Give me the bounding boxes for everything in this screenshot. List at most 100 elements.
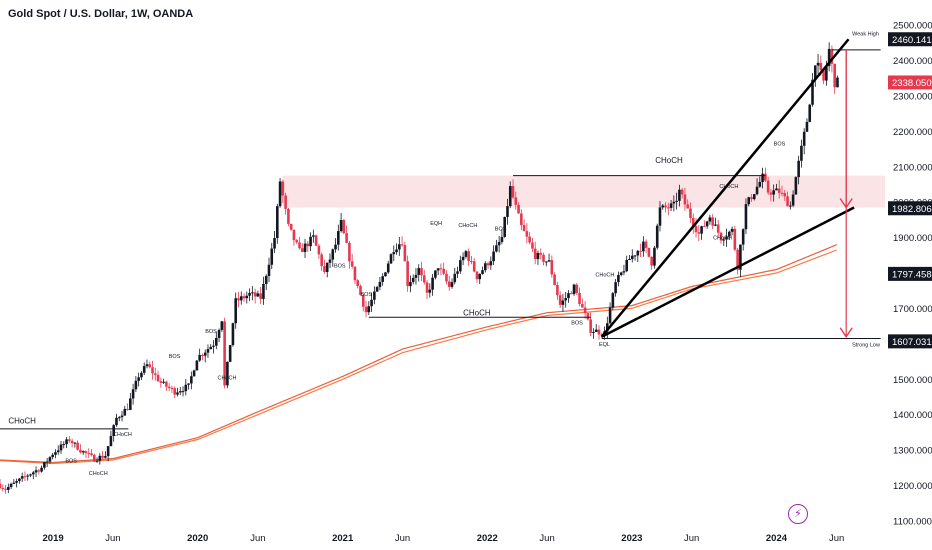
candle-body [59, 444, 63, 451]
candle-body [747, 197, 751, 205]
candle-body [178, 391, 182, 393]
target-arrowhead-1 [839, 327, 853, 339]
candle-body [214, 337, 218, 346]
candle-body [284, 195, 287, 209]
candle-body [470, 260, 473, 262]
candle-body [267, 264, 271, 276]
candle-body [92, 454, 96, 462]
candle-body [37, 470, 41, 472]
candle-body [800, 145, 803, 161]
candle-body [733, 228, 737, 250]
annotation-label: CHoCH [217, 375, 236, 381]
candle-body [791, 194, 795, 206]
candle-body [337, 231, 340, 245]
candle-body [495, 245, 498, 252]
annotation-label: BOS [205, 329, 217, 335]
candle-body [525, 231, 529, 237]
candle-body [694, 226, 698, 233]
candle-body [348, 242, 351, 262]
candle-body [728, 231, 731, 237]
candle-body [123, 408, 127, 416]
candle-body [833, 63, 836, 88]
candle-body [320, 254, 323, 267]
candle-body [478, 273, 482, 280]
candle-body [273, 238, 276, 249]
candle-body [558, 295, 562, 305]
candle-body [176, 392, 179, 395]
candle-body [758, 181, 762, 187]
candle-body [342, 220, 346, 234]
candle-body [772, 190, 775, 195]
candle-body [373, 291, 376, 300]
candle-body [630, 255, 634, 260]
candle-body [539, 252, 543, 255]
candle-body [639, 250, 642, 252]
candle-body [714, 224, 717, 226]
candle-body [137, 377, 140, 381]
price-label-text: 2338.050 [892, 78, 932, 89]
candle-body [642, 241, 645, 252]
candle-body [400, 244, 404, 246]
x-tick-label: 2021 [332, 533, 354, 544]
candle-body [467, 251, 470, 261]
candle-body [506, 206, 509, 217]
candle-body [187, 383, 190, 385]
candle-body [752, 194, 756, 200]
candle-body [31, 472, 35, 475]
candle-body [675, 200, 678, 202]
candle-body [148, 364, 152, 368]
annotation-label: EQH [430, 221, 442, 227]
candle-body [203, 352, 207, 356]
candle-body [398, 244, 401, 250]
candle-body [617, 274, 620, 283]
y-tick-label: 1500.000 [893, 375, 932, 386]
candle-body [589, 319, 592, 333]
candle-body [48, 457, 52, 462]
candle-body [561, 300, 565, 305]
candle-body [392, 252, 396, 255]
candle-body [755, 186, 759, 195]
y-tick-label: 1200.000 [893, 481, 932, 492]
candle-body [764, 173, 767, 181]
candle-body [425, 282, 429, 293]
candle-body [750, 197, 753, 200]
candle-body [830, 48, 834, 64]
annotation-label: CHoCH [463, 309, 491, 318]
candle-body [184, 384, 188, 392]
annotation-label: CHoCH [595, 273, 614, 279]
candle-body [608, 307, 612, 324]
y-tick-label: 1900.000 [893, 233, 932, 244]
candle-body [309, 236, 312, 247]
candle-body [483, 263, 487, 271]
annotation-label: BOS [774, 142, 786, 148]
candle-body [339, 220, 343, 232]
candle-body [442, 268, 445, 274]
candle-body [403, 245, 407, 262]
candle-body [43, 462, 46, 468]
candle-body [508, 186, 512, 207]
candle-body [542, 254, 545, 262]
candle-body [522, 225, 526, 232]
candle-body [703, 226, 706, 228]
candle-body [636, 250, 640, 256]
candle-body [317, 245, 321, 255]
annotation-label: EQL [599, 342, 610, 348]
candle-body [414, 274, 418, 278]
candle-body [242, 296, 246, 299]
x-tick-label: Jun [684, 533, 699, 544]
candle-body [514, 197, 518, 205]
chart-title: Gold Spot / U.S. Dollar, 1W, OANDA [8, 8, 194, 20]
candle-body [356, 280, 360, 287]
candle-body [802, 131, 806, 146]
annotation-label: CHoCH [113, 432, 132, 438]
candle-body [794, 177, 798, 195]
lightning-icon[interactable]: ⚡ [788, 504, 808, 524]
x-tick-label: 2022 [477, 533, 498, 544]
candle-body [578, 293, 581, 304]
candle-body [716, 224, 720, 233]
candle-body [314, 235, 318, 246]
candle-body [583, 307, 587, 314]
candle-body [23, 476, 27, 478]
candle-body [109, 436, 113, 447]
